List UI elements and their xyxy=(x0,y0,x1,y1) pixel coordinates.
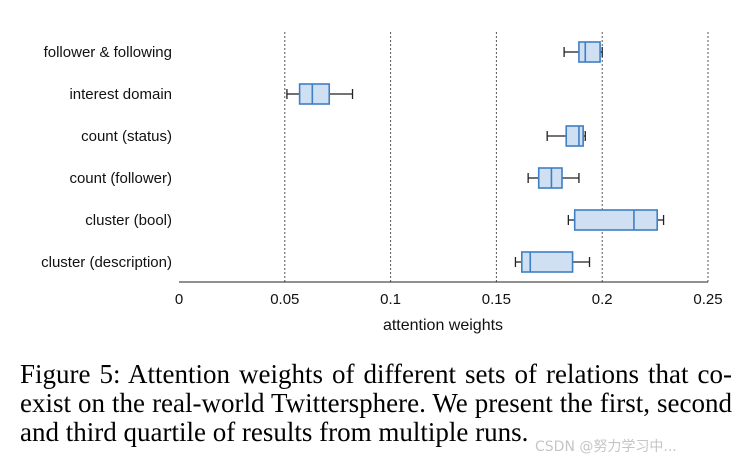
iqr-box xyxy=(578,41,601,63)
x-axis-title: attention weights xyxy=(383,317,503,334)
box-plot-chart: follower & following interest domain count… xyxy=(41,32,723,334)
y-tick-label: interest domain xyxy=(69,86,172,103)
x-tick-label: 0.2 xyxy=(592,291,613,308)
grid-lines xyxy=(284,32,709,282)
y-tick-label: cluster (description) xyxy=(41,254,172,271)
box-series xyxy=(286,41,665,273)
box-1 xyxy=(563,41,603,63)
figure-caption: Figure 5: Attention weights of different… xyxy=(20,359,732,447)
x-tick-labels: 0 0.05 0.1 0.15 0.2 0.25 xyxy=(175,291,723,308)
watermark: CSDN @努力学习中... xyxy=(535,439,677,455)
box-3 xyxy=(546,125,586,147)
box-5 xyxy=(567,209,665,231)
x-tick-label: 0.05 xyxy=(270,291,299,308)
box-6 xyxy=(514,251,591,273)
x-tick-label: 0.15 xyxy=(482,291,511,308)
box-4 xyxy=(527,167,580,189)
iqr-box xyxy=(537,167,563,189)
y-tick-label: follower & following xyxy=(44,44,172,61)
y-tick-label: cluster (bool) xyxy=(85,212,172,229)
iqr-box xyxy=(565,125,584,147)
iqr-box xyxy=(298,83,331,105)
iqr-box xyxy=(573,209,659,231)
box-2 xyxy=(286,83,354,105)
y-tick-labels: follower & following interest domain count… xyxy=(41,44,172,271)
y-tick-label: count (follower) xyxy=(69,170,172,187)
x-tick-label: 0 xyxy=(175,291,183,308)
y-tick-label: count (status) xyxy=(81,128,172,145)
x-tick-label: 0.25 xyxy=(693,291,722,308)
iqr-box xyxy=(520,251,574,273)
x-tick-label: 0.1 xyxy=(380,291,401,308)
